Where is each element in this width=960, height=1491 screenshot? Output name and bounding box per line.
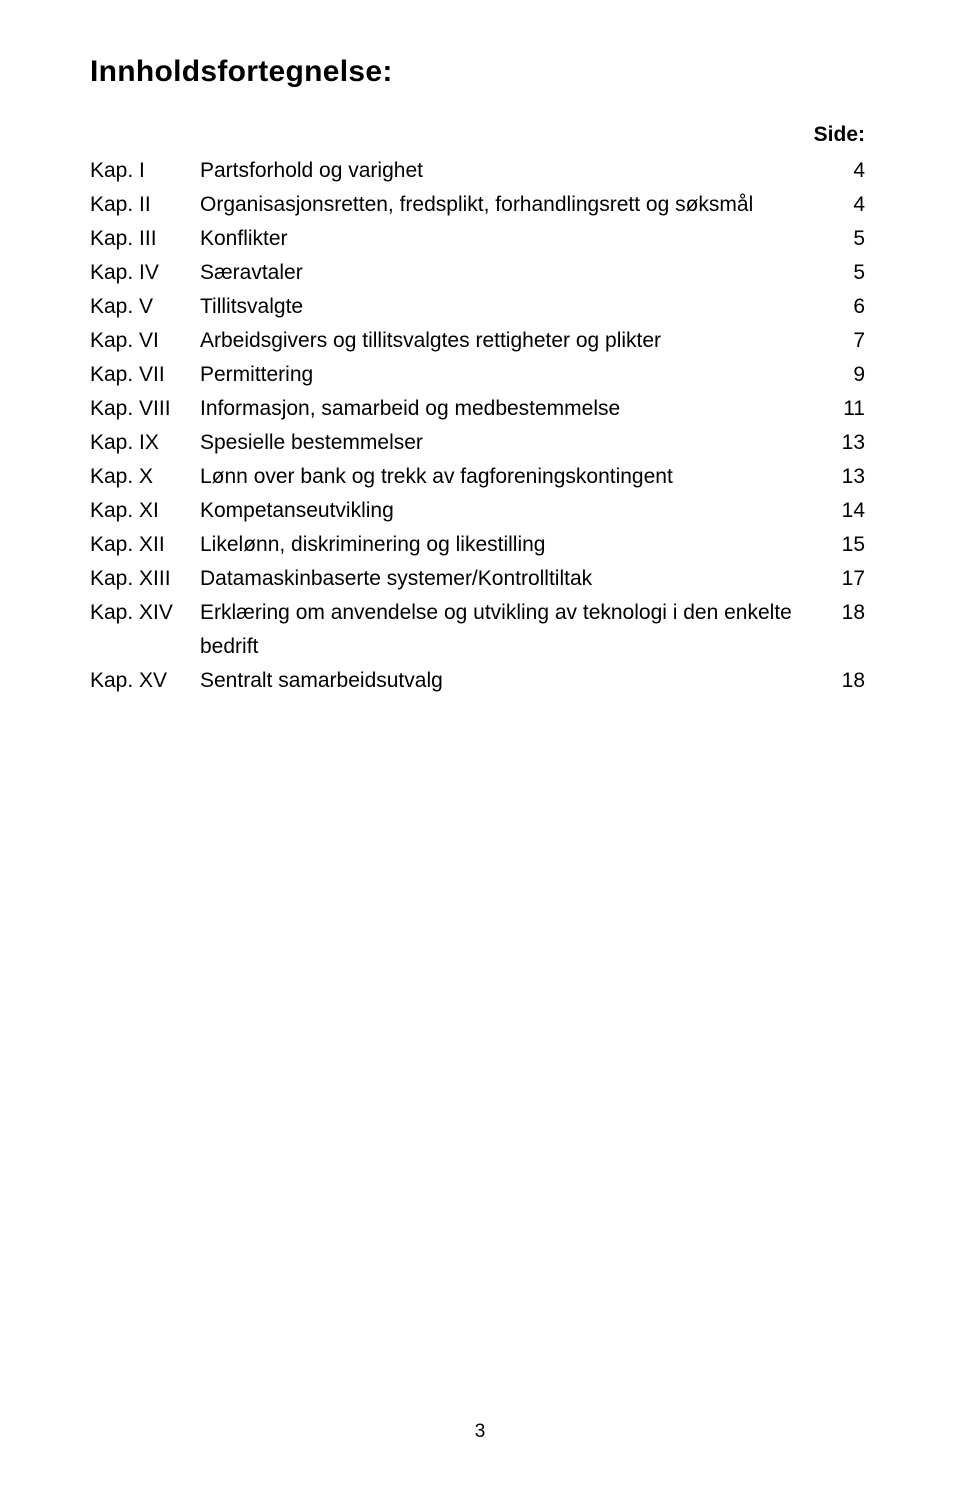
toc-title: Datamaskinbaserte systemer/Kontrolltilta… <box>200 562 835 596</box>
toc-title: Permittering <box>200 358 835 392</box>
page-number: 3 <box>0 1421 960 1443</box>
toc-chapter: Kap. XIV <box>90 596 200 630</box>
toc-list: Kap. I Partsforhold og varighet 4 Kap. I… <box>90 154 865 698</box>
toc-row: Kap. III Konflikter 5 <box>90 222 865 256</box>
toc-row: Kap. XV Sentralt samarbeidsutvalg 18 <box>90 664 865 698</box>
toc-chapter: Kap. II <box>90 188 200 222</box>
toc-chapter: Kap. I <box>90 154 200 188</box>
toc-page: 13 <box>835 460 865 494</box>
toc-row: Kap. VII Permittering 9 <box>90 358 865 392</box>
toc-page: 5 <box>835 256 865 290</box>
toc-row: Kap. XI Kompetanseutvikling 14 <box>90 494 865 528</box>
toc-chapter: Kap. VII <box>90 358 200 392</box>
toc-page: 13 <box>835 426 865 460</box>
toc-row: Kap. VIII Informasjon, samarbeid og medb… <box>90 392 865 426</box>
toc-title: Sentralt samarbeidsutvalg <box>200 664 835 698</box>
toc-page: 7 <box>835 324 865 358</box>
toc-row: Kap. V Tillitsvalgte 6 <box>90 290 865 324</box>
toc-row: Kap. IX Spesielle bestemmelser 13 <box>90 426 865 460</box>
toc-title: Konflikter <box>200 222 835 256</box>
toc-title: Arbeidsgivers og tillitsvalgtes rettighe… <box>200 324 835 358</box>
toc-row: Kap. XIII Datamaskinbaserte systemer/Kon… <box>90 562 865 596</box>
toc-title: Tillitsvalgte <box>200 290 835 324</box>
toc-page: 18 <box>835 596 865 630</box>
toc-page: 9 <box>835 358 865 392</box>
toc-page: 11 <box>835 392 865 426</box>
toc-row: Kap. VI Arbeidsgivers og tillitsvalgtes … <box>90 324 865 358</box>
toc-chapter: Kap. IV <box>90 256 200 290</box>
toc-title: Spesielle bestemmelser <box>200 426 835 460</box>
toc-chapter: Kap. XIII <box>90 562 200 596</box>
toc-page: 17 <box>835 562 865 596</box>
toc-page: 14 <box>835 494 865 528</box>
toc-chapter: Kap. XI <box>90 494 200 528</box>
toc-title: Likelønn, diskriminering og likestilling <box>200 528 835 562</box>
toc-page: 18 <box>835 664 865 698</box>
toc-row: Kap. IV Særavtaler 5 <box>90 256 865 290</box>
toc-chapter: Kap. X <box>90 460 200 494</box>
toc-page: 5 <box>835 222 865 256</box>
toc-title: Lønn over bank og trekk av fagforeningsk… <box>200 460 835 494</box>
toc-title: Erklæring om anvendelse og utvikling av … <box>200 596 835 664</box>
side-header: Side: <box>90 123 865 147</box>
toc-row: Kap. I Partsforhold og varighet 4 <box>90 154 865 188</box>
toc-title: Informasjon, samarbeid og medbestemmelse <box>200 392 835 426</box>
toc-chapter: Kap. V <box>90 290 200 324</box>
toc-page: 4 <box>835 188 865 222</box>
toc-chapter: Kap. III <box>90 222 200 256</box>
toc-chapter: Kap. IX <box>90 426 200 460</box>
toc-chapter: Kap. XII <box>90 528 200 562</box>
page-title: Innholdsfortegnelse: <box>90 55 865 89</box>
toc-row: Kap. X Lønn over bank og trekk av fagfor… <box>90 460 865 494</box>
toc-chapter: Kap. VI <box>90 324 200 358</box>
toc-title: Partsforhold og varighet <box>200 154 835 188</box>
toc-page: 4 <box>835 154 865 188</box>
toc-page: 6 <box>835 290 865 324</box>
toc-page: 15 <box>835 528 865 562</box>
toc-row: Kap. XII Likelønn, diskriminering og lik… <box>90 528 865 562</box>
toc-row: Kap. II Organisasjonsretten, fredsplikt,… <box>90 188 865 222</box>
toc-chapter: Kap. VIII <box>90 392 200 426</box>
toc-chapter: Kap. XV <box>90 664 200 698</box>
toc-title: Særavtaler <box>200 256 835 290</box>
toc-title: Organisasjonsretten, fredsplikt, forhand… <box>200 188 835 222</box>
toc-title: Kompetanseutvikling <box>200 494 835 528</box>
toc-row: Kap. XIV Erklæring om anvendelse og utvi… <box>90 596 865 664</box>
